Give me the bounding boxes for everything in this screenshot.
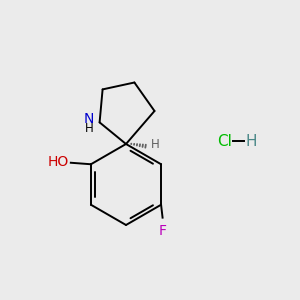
Text: N: N (84, 112, 94, 126)
Text: H: H (85, 122, 94, 136)
Text: H: H (246, 134, 257, 148)
Text: HO: HO (47, 154, 69, 169)
Text: F: F (159, 224, 167, 238)
Text: H: H (151, 137, 160, 151)
Text: Cl: Cl (218, 134, 232, 148)
